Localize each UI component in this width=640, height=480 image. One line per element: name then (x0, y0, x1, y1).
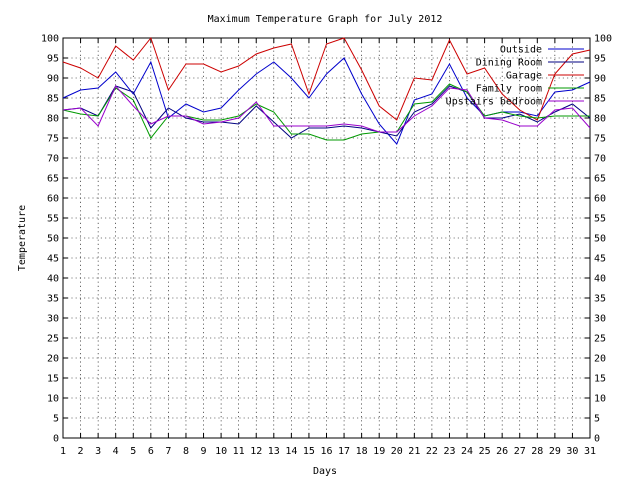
y-tick-label-left: 45 (47, 254, 59, 265)
x-tick-label: 7 (165, 446, 171, 457)
y-tick-label-right: 85 (594, 94, 606, 105)
x-tick-label: 14 (285, 446, 297, 457)
y-tick-label-right: 55 (594, 214, 606, 225)
y-tick-label-right: 30 (594, 314, 606, 325)
y-tick-label-right: 15 (594, 374, 606, 385)
series-line-1 (62, 85, 591, 139)
y-tick-label-left: 85 (47, 94, 59, 105)
y-tick-label-left: 50 (47, 234, 59, 245)
legend-label-2: Garage (506, 71, 542, 82)
x-tick-label: 5 (130, 446, 136, 457)
series-line-2 (62, 36, 591, 121)
x-tick-label: 25 (479, 446, 491, 457)
x-tick-label: 2 (78, 446, 84, 457)
x-tick-label: 27 (514, 446, 526, 457)
series-lines (62, 36, 591, 145)
y-tick-label-left: 75 (47, 134, 59, 145)
legend-label-0: Outside (500, 45, 542, 56)
legend-label-3: Family room (476, 84, 542, 95)
x-tick-label: 31 (584, 446, 596, 457)
y-tick-label-right: 25 (594, 334, 606, 345)
x-tick-label: 8 (183, 446, 189, 457)
legend: Outside Dining Room Garage Family room Upsta… (446, 45, 584, 108)
y-tick-label-right: 20 (594, 354, 606, 365)
y-tick-label-left: 10 (47, 394, 59, 405)
x-tick-label: 22 (426, 446, 438, 457)
x-tick-label: 16 (320, 446, 332, 457)
legend-label-1: Dining Room (476, 58, 542, 69)
y-tick-label-left: 70 (47, 154, 59, 165)
y-tick-label-left: 30 (47, 314, 59, 325)
x-tick-label: 17 (338, 446, 350, 457)
x-tick-label: 9 (201, 446, 207, 457)
y-tick-label-right: 5 (594, 414, 600, 425)
series-line-3 (62, 83, 590, 141)
chart-title: Maximum Temperature Graph for July 2012 (208, 14, 443, 25)
y-tick-label-left: 80 (47, 114, 59, 125)
y-tick-label-left: 20 (47, 354, 59, 365)
y-tick-label-right: 40 (594, 274, 606, 285)
y-tick-label-right: 35 (594, 294, 606, 305)
y-tick-label-right: 60 (594, 194, 606, 205)
x-tick-label: 30 (566, 446, 578, 457)
x-tick-label: 3 (95, 446, 101, 457)
y-tick-label-left: 5 (53, 414, 59, 425)
x-tick-label: 26 (496, 446, 508, 457)
x-tick-label: 28 (531, 446, 543, 457)
y-tick-label-left: 95 (47, 54, 59, 65)
x-tick-label: 21 (408, 446, 420, 457)
x-axis-label: Days (313, 466, 337, 477)
x-tick-label: 10 (215, 446, 227, 457)
y-tick-label-right: 90 (594, 74, 606, 85)
legend-label-4: Upstairs bedroom (446, 97, 542, 108)
y-tick-label-right: 50 (594, 234, 606, 245)
y-tick-label-right: 0 (594, 434, 600, 445)
x-tick-label: 6 (148, 446, 154, 457)
x-tick-label: 20 (391, 446, 403, 457)
y-tick-label-left: 60 (47, 194, 59, 205)
y-tick-label-right: 95 (594, 54, 606, 65)
y-tick-label-right: 75 (594, 134, 606, 145)
x-tick-label: 15 (303, 446, 315, 457)
x-tick-label: 11 (233, 446, 245, 457)
y-tick-label-left: 55 (47, 214, 59, 225)
x-tick-label: 13 (268, 446, 280, 457)
y-axis-label: Temperature (17, 205, 28, 271)
y-tick-label-left: 40 (47, 274, 59, 285)
y-tick-label-left: 15 (47, 374, 59, 385)
y-tick-label-left: 35 (47, 294, 59, 305)
x-tick-label: 18 (356, 446, 368, 457)
y-tick-label-right: 100 (594, 34, 612, 45)
y-tick-label-right: 70 (594, 154, 606, 165)
x-tick-label: 12 (250, 446, 262, 457)
y-tick-label-left: 90 (47, 74, 59, 85)
x-tick-label: 4 (113, 446, 119, 457)
y-tick-label-left: 25 (47, 334, 59, 345)
y-tick-label-right: 45 (594, 254, 606, 265)
x-tick-label: 23 (443, 446, 455, 457)
x-tick-label: 29 (549, 446, 561, 457)
x-tick-label: 19 (373, 446, 385, 457)
y-tick-label-left: 65 (47, 174, 59, 185)
y-tick-label-right: 65 (594, 174, 606, 185)
series-line-4 (62, 85, 591, 133)
y-tick-label-right: 80 (594, 114, 606, 125)
x-tick-label: 24 (461, 446, 473, 457)
y-tick-label-right: 10 (594, 394, 606, 405)
x-tick-label: 1 (60, 446, 66, 457)
y-tick-label-left: 0 (53, 434, 59, 445)
y-tick-label-left: 100 (41, 34, 59, 45)
